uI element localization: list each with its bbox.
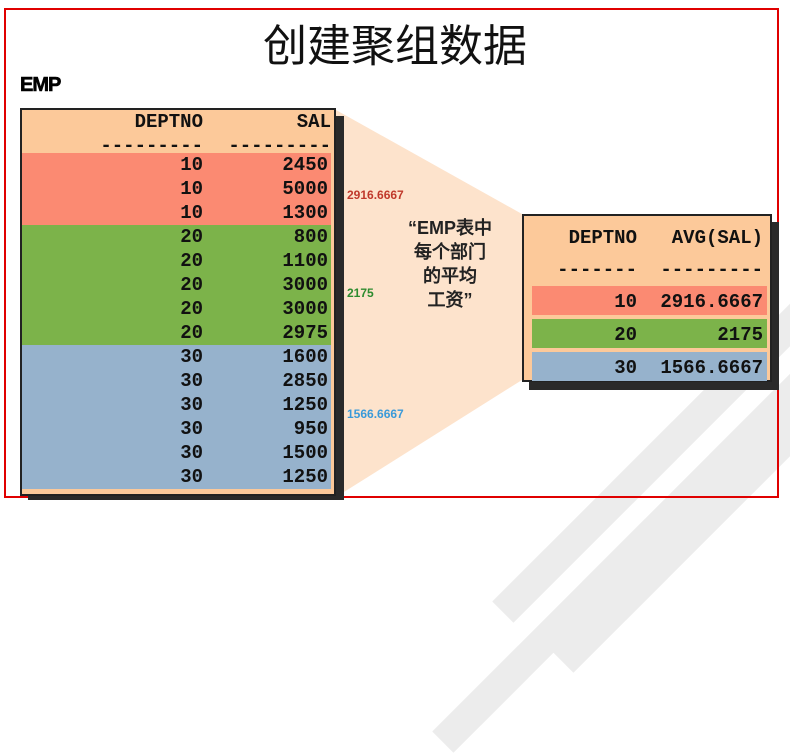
caption-line: 每个部门: [414, 242, 486, 262]
sal-cell: 1250: [282, 394, 328, 416]
table-row: 20 2975: [22, 321, 331, 345]
sal-cell: 5000: [282, 178, 328, 200]
avg-sal-cell: 1566.6667: [660, 357, 763, 379]
table-row: 30 950: [22, 417, 331, 441]
deptno-cell: 30: [180, 418, 203, 440]
dashes: ---------: [660, 259, 763, 281]
avg-table: DEPTNO AVG(SAL) ------- --------- 10 2916…: [522, 214, 772, 382]
deptno-cell: 20: [614, 324, 637, 346]
deptno-cell: 20: [180, 226, 203, 248]
deptno-cell: 10: [180, 178, 203, 200]
sal-cell: 1500: [282, 442, 328, 464]
avg-sal-cell: 2916.6667: [660, 291, 763, 313]
table-name: EMP: [20, 74, 62, 97]
avg-sal-cell: 2175: [717, 324, 763, 346]
deptno-cell: 20: [180, 250, 203, 272]
caption-line: 的平均: [423, 266, 477, 286]
table-row: 30 2850: [22, 369, 331, 393]
caption-line: 工资”: [427, 290, 473, 310]
table-row: 20 1100: [22, 249, 331, 273]
sal-cell: 800: [293, 226, 328, 248]
deptno-cell: 10: [180, 154, 203, 176]
sal-cell: 1250: [282, 466, 328, 488]
deptno-cell: 30: [180, 394, 203, 416]
deptno-cell: 20: [180, 322, 203, 344]
sal-cell: 2975: [282, 322, 328, 344]
avg-annotation-10: 2916.6667: [347, 188, 404, 202]
table-row: 30 1250: [22, 393, 331, 417]
table-row: 20 800: [22, 225, 331, 249]
caption-line: “EMP表中: [407, 218, 492, 238]
header-deptno: DEPTNO: [568, 227, 637, 249]
avg-annotation-30: 1566.6667: [347, 407, 404, 421]
deptno-cell: 30: [180, 442, 203, 464]
sal-cell: 1300: [282, 202, 328, 224]
avg-annotation-20: 2175: [347, 286, 374, 300]
sal-cell: 1600: [282, 346, 328, 368]
deptno-cell: 30: [180, 370, 203, 392]
sal-cell: 950: [293, 418, 328, 440]
page-title: 创建聚组数据: [263, 21, 527, 72]
dashes: ---------: [228, 135, 331, 157]
emp-table: DEPTNO SAL --------- --------- 10 2450 10 5…: [20, 108, 336, 496]
header-row: DEPTNO SAL: [30, 110, 331, 134]
table-row: 30 1566.6667: [532, 352, 767, 381]
deptno-cell: 30: [180, 466, 203, 488]
table-row: 30 1500: [22, 441, 331, 465]
header-avg-sal: AVG(SAL): [671, 227, 763, 249]
sal-cell: 2450: [282, 154, 328, 176]
header-sal: SAL: [296, 111, 331, 133]
deptno-cell: 20: [180, 298, 203, 320]
sal-cell: 3000: [282, 274, 328, 296]
table-row: 10 2916.6667: [532, 286, 767, 315]
dash-row: ------- ---------: [532, 258, 767, 282]
deptno-cell: 30: [180, 346, 203, 368]
sal-cell: 2850: [282, 370, 328, 392]
header-row: DEPTNO AVG(SAL): [532, 226, 767, 250]
deptno-cell: 10: [614, 291, 637, 313]
dashes: -------: [557, 259, 637, 281]
table-row: 10 1300: [22, 201, 331, 225]
table-row: 20 2175: [532, 319, 767, 348]
table-row: 30 1600: [22, 345, 331, 369]
table-row: 30 1250: [22, 465, 331, 489]
caption: “EMP表中 每个部门 的平均 工资”: [380, 216, 520, 312]
deptno-cell: 20: [180, 274, 203, 296]
dash-row: --------- ---------: [30, 134, 331, 158]
funnel-shape: [336, 110, 522, 497]
dashes: ---------: [100, 135, 203, 157]
header-deptno: DEPTNO: [134, 111, 203, 133]
sal-cell: 1100: [282, 250, 328, 272]
sal-cell: 3000: [282, 298, 328, 320]
deptno-cell: 10: [180, 202, 203, 224]
table-row: 10 2450: [22, 153, 331, 177]
deptno-cell: 30: [614, 357, 637, 379]
table-row: 20 3000: [22, 297, 331, 321]
table-row: 20 3000: [22, 273, 331, 297]
table-row: 10 5000: [22, 177, 331, 201]
